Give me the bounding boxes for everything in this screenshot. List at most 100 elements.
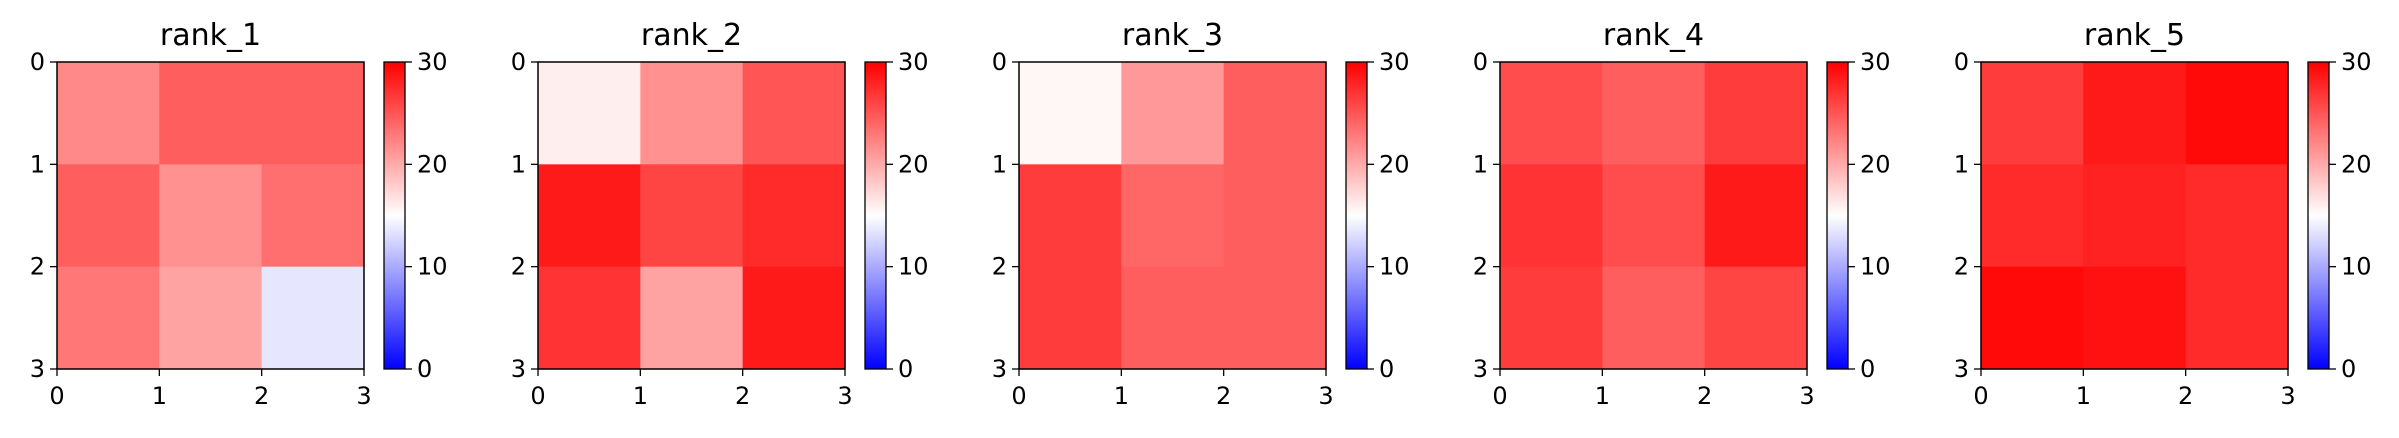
heatmap-cell <box>2083 62 2187 165</box>
heatmap-cell <box>1704 62 1808 165</box>
heatmap-cell <box>2185 266 2289 370</box>
colorbar-tick-label: 30 <box>417 48 448 76</box>
y-tick-label: 2 <box>992 253 1007 281</box>
heatmap-cell <box>159 62 263 165</box>
y-tick-label: 0 <box>511 48 526 76</box>
heatmap-cell <box>261 266 365 370</box>
heatmap-cell <box>1704 266 1808 370</box>
axes-frame <box>537 61 846 370</box>
colorbar-tick-label: 30 <box>1860 48 1891 76</box>
colorbar-tick-label: 30 <box>2341 48 2372 76</box>
colorbar-tick-label: 10 <box>898 253 929 281</box>
colorbar-tick-label: 20 <box>417 150 448 178</box>
heatmap-cell <box>1500 164 1603 268</box>
y-tick-label: 1 <box>30 150 45 178</box>
x-tick-label: 2 <box>735 382 750 410</box>
x-tick-label: 1 <box>152 382 167 410</box>
colorbar-tick-label: 10 <box>1860 253 1891 281</box>
x-tick-label: 1 <box>1595 382 1610 410</box>
heatmap-cell <box>1121 62 1225 165</box>
y-tick-label: 1 <box>1954 150 1969 178</box>
heatmap-cell <box>57 164 160 268</box>
y-tick-label: 1 <box>1473 150 1488 178</box>
heatmap-cell <box>538 266 641 370</box>
x-tick-label: 3 <box>1799 382 1814 410</box>
x-tick-label: 3 <box>1318 382 1333 410</box>
panel-title: rank_3 <box>1122 18 1223 53</box>
colorbar-tick-label: 0 <box>898 355 913 383</box>
colorbar-tick-label: 10 <box>2341 253 2372 281</box>
heatmap-cell <box>1500 266 1603 370</box>
y-tick-label: 3 <box>1954 355 1969 383</box>
heatmap-cell <box>742 266 846 370</box>
heatmap-cell <box>1704 164 1808 268</box>
heatmap-cell <box>1981 266 2084 370</box>
y-tick-label: 2 <box>511 253 526 281</box>
heatmap-cell <box>2083 266 2187 370</box>
axes-frame <box>1018 61 1327 370</box>
heatmap-cell <box>538 62 641 165</box>
axes-frame <box>56 61 365 370</box>
heatmap-cell <box>2185 164 2289 268</box>
heatmap-cell <box>640 62 744 165</box>
y-tick-label: 0 <box>1473 48 1488 76</box>
axes-frame <box>1499 61 1808 370</box>
x-tick-label: 1 <box>1114 382 1129 410</box>
x-tick-label: 1 <box>633 382 648 410</box>
heatmap-cell <box>1602 164 1706 268</box>
x-tick-label: 2 <box>1216 382 1231 410</box>
x-tick-label: 1 <box>2076 382 2091 410</box>
x-tick-label: 0 <box>1011 382 1026 410</box>
x-tick-label: 0 <box>1492 382 1507 410</box>
heatmap-cell <box>1602 266 1706 370</box>
colorbar-tick-label: 0 <box>2341 355 2356 383</box>
heatmap-cell <box>640 164 744 268</box>
x-tick-label: 3 <box>356 382 371 410</box>
heatmap-cell <box>261 164 365 268</box>
axes-frame <box>1980 61 2289 370</box>
y-tick-label: 0 <box>992 48 1007 76</box>
colorbar <box>1345 61 1368 370</box>
colorbar-tick-label: 20 <box>1379 150 1410 178</box>
panel-title: rank_2 <box>641 18 742 53</box>
colorbar-tick-label: 30 <box>1379 48 1410 76</box>
x-tick-label: 0 <box>530 382 545 410</box>
heatmap-cell <box>742 62 846 165</box>
y-tick-label: 2 <box>1954 253 1969 281</box>
heatmap-cell <box>640 266 744 370</box>
heatmap-cell <box>1223 266 1327 370</box>
heatmap-cell <box>2083 164 2187 268</box>
heatmap-cell <box>1019 266 1122 370</box>
colorbar <box>2307 61 2330 370</box>
y-tick-label: 3 <box>992 355 1007 383</box>
heatmap-cell <box>159 266 263 370</box>
heatmap-cell <box>1981 62 2084 165</box>
heatmap-cell <box>1223 164 1327 268</box>
x-tick-label: 2 <box>2178 382 2193 410</box>
heatmap-cell <box>1223 62 1327 165</box>
x-tick-label: 2 <box>254 382 269 410</box>
colorbar <box>1826 61 1849 370</box>
y-tick-label: 2 <box>30 253 45 281</box>
heatmap-cell <box>1019 164 1122 268</box>
colorbar-tick-label: 0 <box>417 355 432 383</box>
y-tick-label: 1 <box>511 150 526 178</box>
y-tick-label: 3 <box>511 355 526 383</box>
y-tick-label: 1 <box>992 150 1007 178</box>
x-tick-label: 0 <box>1973 382 1988 410</box>
y-tick-label: 3 <box>1473 355 1488 383</box>
y-tick-label: 2 <box>1473 253 1488 281</box>
colorbar-tick-label: 0 <box>1379 355 1394 383</box>
colorbar-tick-label: 10 <box>417 253 448 281</box>
panel-title: rank_1 <box>160 18 261 53</box>
colorbar-tick-label: 20 <box>898 150 929 178</box>
heatmap-cell <box>1981 164 2084 268</box>
x-tick-label: 3 <box>837 382 852 410</box>
colorbar <box>864 61 887 370</box>
y-tick-label: 0 <box>30 48 45 76</box>
